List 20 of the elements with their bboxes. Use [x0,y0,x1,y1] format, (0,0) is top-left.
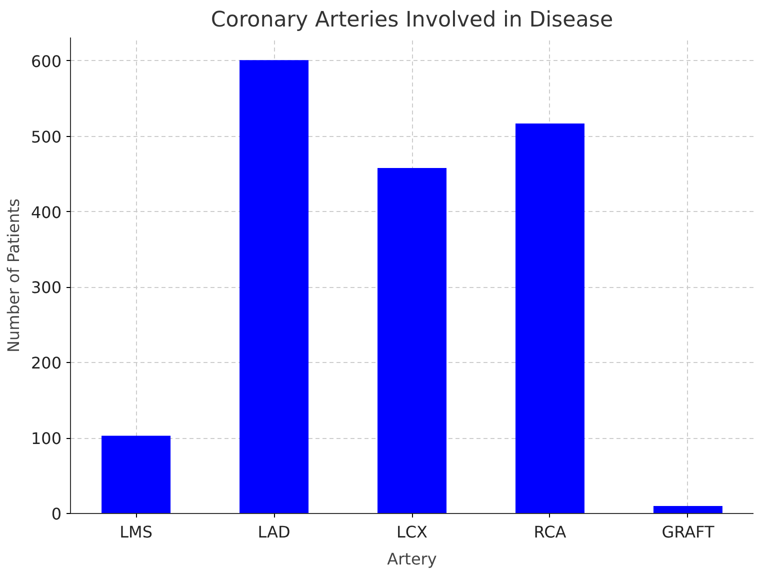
bar [378,168,446,514]
y-axis-title: Number of Patients [4,198,23,352]
x-tick-label: LAD [258,522,290,542]
y-tick-label: 100 [30,429,62,448]
y-tick-label: 600 [30,52,62,71]
x-tick-label: RCA [534,522,566,542]
x-tick-label: LCX [396,522,428,542]
bar [653,506,722,514]
chart-title: Coronary Arteries Involved in Disease [210,8,614,32]
bar [240,60,309,514]
bar [515,123,584,514]
y-tick-label: 200 [30,354,62,373]
x-axis-title: Artery [387,550,437,568]
y-tick-label: 0 [51,504,62,524]
y-tick-label: 400 [30,202,62,222]
bar [102,436,171,514]
y-tick-label: 500 [30,127,62,146]
x-tick-label: LMS [120,522,152,542]
y-tick-label: 300 [30,278,62,298]
x-tick-label: GRAFT [662,522,714,542]
